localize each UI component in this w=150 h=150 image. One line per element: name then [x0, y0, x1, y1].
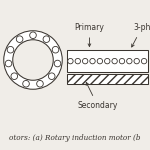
- Circle shape: [97, 58, 103, 64]
- Circle shape: [141, 58, 147, 64]
- Circle shape: [13, 40, 53, 80]
- Circle shape: [75, 58, 81, 64]
- Circle shape: [127, 58, 132, 64]
- Circle shape: [112, 58, 117, 64]
- Circle shape: [68, 58, 73, 64]
- Circle shape: [105, 58, 110, 64]
- Circle shape: [4, 31, 62, 89]
- Circle shape: [82, 58, 88, 64]
- Text: Secondary: Secondary: [77, 82, 118, 110]
- Text: Primary: Primary: [75, 23, 104, 46]
- Bar: [67, 74, 148, 84]
- Circle shape: [119, 58, 125, 64]
- Circle shape: [90, 58, 95, 64]
- Bar: [67, 50, 148, 72]
- Circle shape: [134, 58, 139, 64]
- Text: otors: (a) Rotary induction motor (b: otors: (a) Rotary induction motor (b: [9, 135, 141, 142]
- Text: 3-ph: 3-ph: [132, 23, 150, 47]
